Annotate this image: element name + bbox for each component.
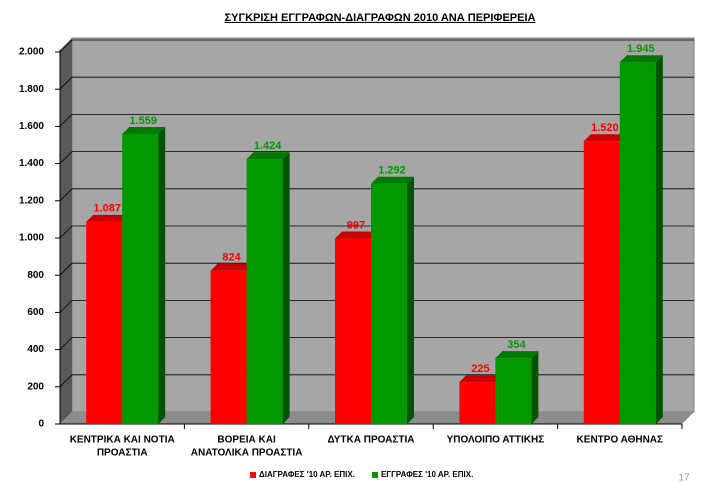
grid-line — [59, 225, 694, 239]
grid-line — [59, 337, 694, 350]
y-tick-label: 1.800 — [19, 84, 44, 95]
bar-side — [282, 152, 290, 425]
value-label: 354 — [507, 339, 526, 351]
bar-side — [407, 176, 414, 424]
y-tick-label: 800 — [27, 270, 44, 281]
x-tick-label: ΔΥΤΚΑ ΠΡΟΑΣΤΙΑ — [327, 435, 414, 446]
grid-line — [59, 188, 694, 202]
x-tick-label: ΒΟΡΕΙΑ ΚΑΙ — [217, 435, 276, 446]
bar — [583, 141, 620, 424]
grid-line — [59, 374, 694, 388]
legend-label: ΕΓΓΡΑΦΕΣ '10 ΑΡ. ΕΠΙΧ. — [381, 470, 473, 479]
y-tick-label: 1.400 — [19, 158, 44, 169]
legend-swatch — [371, 472, 378, 478]
grid-line — [59, 114, 694, 127]
y-tick-label: 1.600 — [19, 121, 44, 132]
bar — [210, 270, 247, 424]
value-label: 225 — [471, 363, 489, 375]
x-tick-label: ΑΝΑΤΟΛΙΚΑ ΠΡΟΑΣΤΙΑ — [191, 448, 303, 459]
bar — [371, 183, 407, 424]
bar-side — [655, 55, 663, 424]
y-tick-label: 400 — [27, 344, 44, 355]
grid-line — [59, 262, 694, 276]
grid-line — [59, 151, 694, 164]
legend-swatch — [250, 472, 256, 478]
value-label: 824 — [222, 252, 241, 264]
grid-line — [59, 76, 694, 90]
value-label: 1.520 — [591, 122, 619, 134]
bar-top — [371, 176, 414, 184]
bar — [619, 62, 656, 424]
bar — [86, 221, 123, 424]
bar-top — [459, 375, 503, 383]
y-tick-label: 1.200 — [19, 195, 44, 206]
bar — [122, 134, 159, 424]
grid-line — [59, 39, 694, 53]
x-tick-label: ΥΠΟΛΟΙΠΟ ΑΤΤΙΚΗΣ — [447, 435, 545, 446]
bar-top — [619, 55, 663, 63]
bar-side — [531, 351, 539, 424]
bar-top — [86, 214, 130, 222]
value-label: 1.424 — [254, 140, 282, 152]
bar — [459, 382, 496, 424]
x-tick-label: ΚΕΝΤΡΟ ΑΘΗΝΑΣ — [577, 435, 663, 446]
y-tick-label: 200 — [27, 381, 44, 392]
legend-label: ΔΙΑΓΡΑΦΕΣ '10 ΑΡ. ΕΠΙΧ. — [259, 470, 355, 479]
page-number: 17 — [678, 473, 690, 483]
bar — [246, 159, 283, 425]
bar-top — [246, 152, 290, 160]
chart-title: ΣΥΓΚΡΙΣΗ ΕΓΓΡΑΦΩΝ-ΔΙΑΓΡΑΦΩΝ 2010 ΑΝΑ ΠΕΡ… — [225, 12, 536, 24]
bar-side — [158, 127, 166, 424]
bar-top — [210, 263, 254, 271]
bar-top — [583, 134, 627, 142]
x-tick-label: ΠΡΟΑΣΤΙΑ — [97, 448, 148, 459]
y-tick-label: 2.000 — [19, 47, 44, 58]
bar-top — [122, 127, 166, 135]
value-label: 1.087 — [93, 203, 121, 215]
y-tick-label: 0 — [38, 419, 44, 430]
value-label: 997 — [347, 219, 365, 231]
x-tick-label: ΚΕΝΤΡΙΚΑ ΚΑΙ ΝΟΤΙΑ — [70, 435, 175, 446]
bar — [495, 358, 532, 424]
bar — [335, 238, 371, 424]
bar-top — [495, 351, 539, 359]
value-label: 1.292 — [378, 165, 406, 177]
value-label: 1.945 — [627, 43, 655, 55]
y-tick-label: 1.000 — [19, 233, 44, 244]
value-label: 1.559 — [129, 115, 157, 127]
side-wall — [60, 38, 72, 424]
bar-top — [335, 231, 378, 239]
y-tick-label: 600 — [27, 307, 44, 318]
grid-line — [59, 299, 694, 313]
